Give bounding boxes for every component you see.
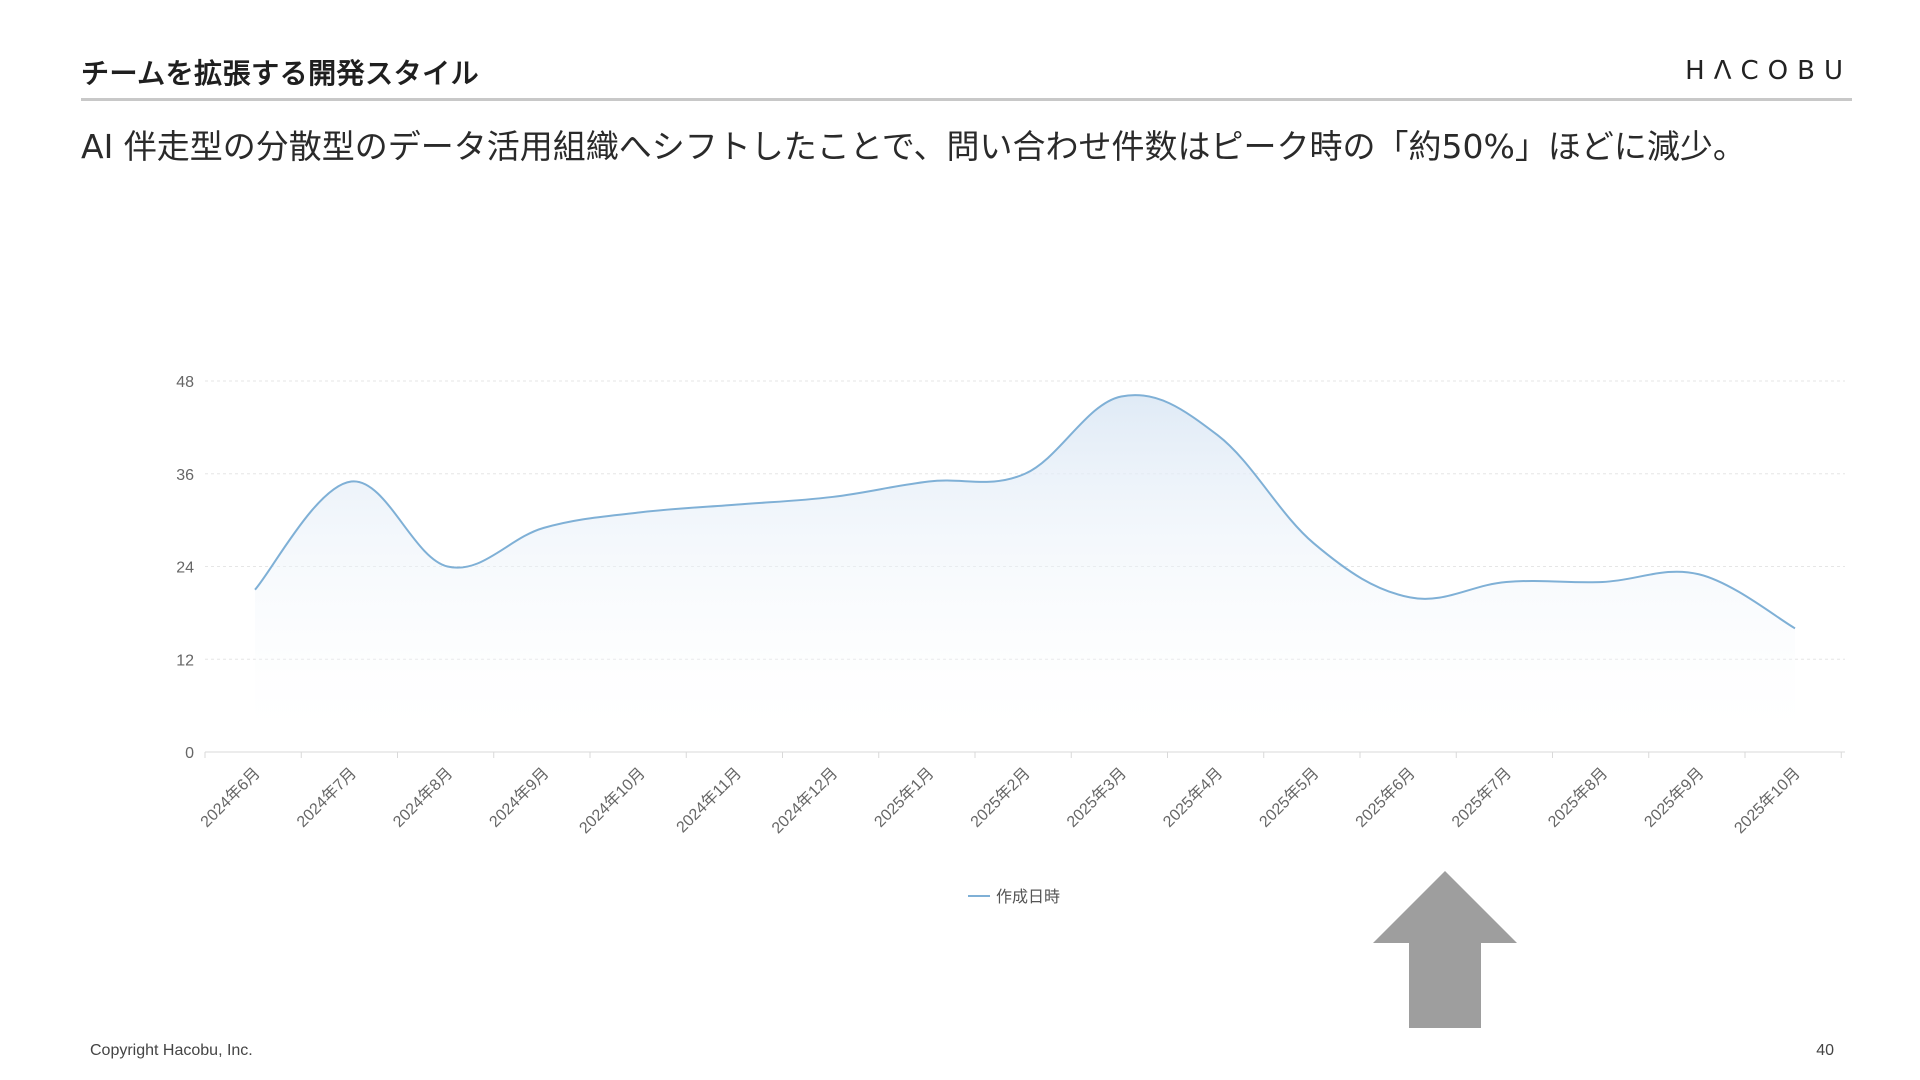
title-divider [81, 98, 1852, 101]
x-tick-label: 2025年7月 [1448, 764, 1515, 831]
legend-label: 作成日時 [996, 887, 1060, 906]
page-number: 40 [1816, 1042, 1834, 1059]
x-tick-label: 2025年2月 [967, 764, 1034, 831]
x-tick-label: 2024年11月 [673, 764, 745, 836]
y-tick-label: 48 [176, 374, 194, 391]
x-tick-label: 2024年6月 [197, 764, 264, 831]
x-tick-label: 2025年8月 [1545, 764, 1612, 831]
x-tick-label: 2025年1月 [871, 764, 938, 831]
footer-copyright: Copyright Hacobu, Inc. [90, 1042, 253, 1059]
y-tick-label: 24 [176, 560, 194, 577]
x-tick-label: 2025年5月 [1256, 764, 1323, 831]
headline: AI 伴走型の分散型のデータ活用組織へシフトしたことで、問い合わせ件数はピーク時… [81, 127, 1746, 166]
series-area-fill [255, 395, 1795, 752]
series-line [254, 394, 1796, 630]
x-tick-label: 2025年3月 [1063, 764, 1130, 831]
x-tick-label: 2025年6月 [1352, 764, 1419, 831]
x-tick-label: 2024年8月 [390, 764, 457, 831]
y-tick-label: 0 [185, 745, 194, 762]
x-tick-label: 2024年7月 [293, 764, 360, 831]
x-axis-ticks: 2024年6月 2024年7月 2024年8月 2024年9月 2024年10月 2024… [197, 752, 1842, 837]
x-tick-label: 2024年12月 [768, 764, 841, 837]
hacobu-logo: HΛCOBU [1685, 56, 1852, 86]
x-tick-label: 2024年9月 [486, 764, 553, 831]
up-arrow-shape [1373, 871, 1517, 1028]
x-tick-label: 2025年10月 [1731, 764, 1804, 837]
x-tick-label: 2025年9月 [1641, 764, 1708, 831]
up-arrow-annotation [1373, 871, 1517, 1028]
y-axis-ticks: 0 12 24 36 48 [176, 374, 194, 762]
x-tick-label: 2025年4月 [1160, 764, 1227, 831]
legend: 作成日時 [968, 887, 1060, 906]
slide-title: チームを拡張する開発スタイル [81, 57, 480, 90]
y-tick-label: 12 [176, 652, 194, 669]
y-tick-label: 36 [176, 467, 194, 484]
x-tick-label: 2024年10月 [576, 764, 649, 837]
